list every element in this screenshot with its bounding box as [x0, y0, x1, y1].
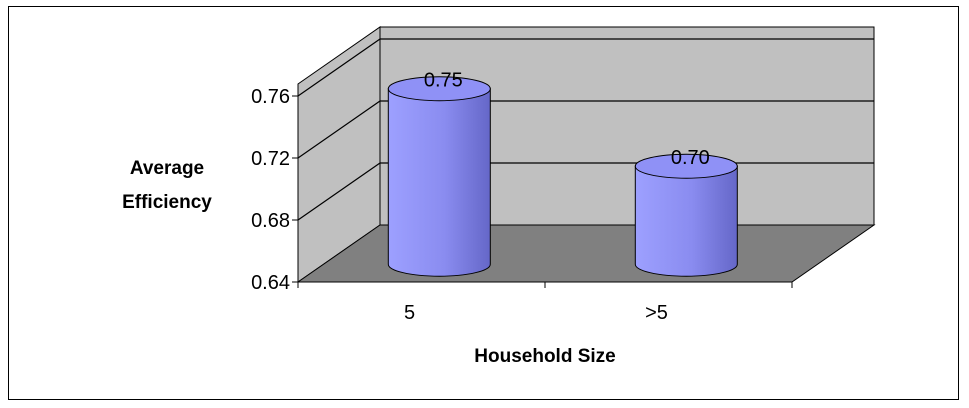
y-tick-label: 0.64 [251, 272, 290, 294]
bar-body [634, 165, 738, 277]
y-axis-title-line-1: Average [130, 158, 204, 179]
data-label: 0.70 [671, 147, 710, 169]
labels: Average Efficiency Household Size 0.64 0.… [122, 70, 710, 367]
bar [387, 76, 491, 277]
y-tick-label: 0.76 [251, 86, 290, 108]
plot-area [296, 26, 876, 283]
data-label: 0.75 [424, 70, 463, 92]
y-axis-title-line-2: Efficiency [122, 192, 212, 213]
gridline [297, 100, 874, 159]
x-tick-label: >5 [645, 302, 668, 324]
axes [292, 84, 793, 288]
bars [387, 76, 738, 277]
bar-body [387, 88, 491, 277]
y-tick-label: 0.72 [251, 148, 290, 170]
y-tick-label: 0.68 [251, 210, 290, 232]
floor [296, 224, 876, 283]
gridline [297, 38, 874, 97]
x-axis-title: Household Size [474, 346, 615, 367]
bar-top [387, 76, 491, 102]
bar-top [634, 153, 738, 179]
bar [634, 153, 738, 277]
x-tick-label: 5 [404, 302, 415, 324]
